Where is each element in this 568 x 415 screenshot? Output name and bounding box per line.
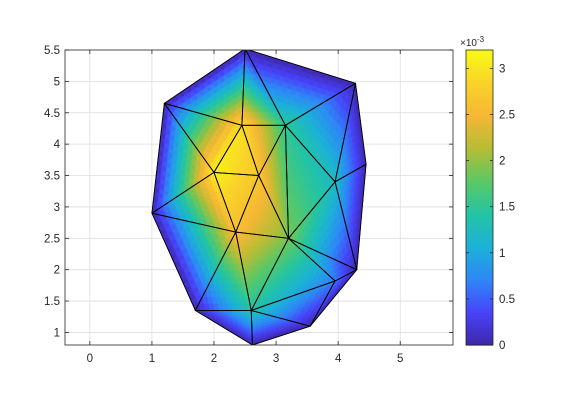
colorbar-tick-label: 3 xyxy=(499,63,505,75)
y-tick-label: 2 xyxy=(54,265,60,277)
mesh-element xyxy=(235,231,289,312)
mesh-element xyxy=(250,310,312,345)
y-tick-label: 3 xyxy=(54,202,60,214)
heatmap-surface xyxy=(151,50,367,345)
colorbar-tick-label: 1 xyxy=(499,248,505,260)
mesh-element xyxy=(245,50,357,126)
colorbar-tick-label: 1.5 xyxy=(499,202,515,214)
colorbar-exponent-label: ×10-3 xyxy=(460,35,485,49)
mesh-edge xyxy=(250,310,311,345)
y-tick-label: 3.5 xyxy=(44,171,60,183)
mesh-edge xyxy=(309,269,358,327)
mesh-element xyxy=(151,212,237,312)
x-tick-label: 2 xyxy=(211,353,217,365)
mesh-element xyxy=(194,231,252,312)
mesh-element xyxy=(194,309,254,345)
y-tick-label: 5.5 xyxy=(44,45,60,57)
mesh-edges xyxy=(151,50,367,345)
mesh-element xyxy=(334,163,367,270)
y-axis-ticks: 1 1.5 2 2.5 3 3.5 4 4.5 5 5.5 xyxy=(44,45,453,339)
x-tick-label: 4 xyxy=(335,353,342,365)
y-tick-label: 1 xyxy=(54,327,60,339)
mesh-element xyxy=(213,171,260,233)
mesh-element xyxy=(285,124,336,240)
colorbar-tick-label: 2 xyxy=(499,156,505,168)
axes-box xyxy=(64,49,454,346)
y-tick-label: 4 xyxy=(54,139,61,151)
colorbar-box xyxy=(465,49,494,346)
colorbar-gradient xyxy=(466,50,493,346)
mesh-element xyxy=(334,83,367,183)
x-tick-label: 1 xyxy=(149,353,155,365)
mesh-element xyxy=(151,171,237,233)
x-axis-ticks: 0 1 2 3 4 5 xyxy=(87,50,403,365)
x-tick-label: 0 xyxy=(87,353,93,365)
colorbar-tick-label: 2.5 xyxy=(499,110,515,122)
mesh-element xyxy=(288,181,358,271)
mesh-element xyxy=(151,102,215,214)
mesh-element xyxy=(241,50,286,127)
y-tick-label: 5 xyxy=(54,76,60,88)
mesh-element xyxy=(258,124,289,239)
colorbar-ticks: 0 0.5 1 1.5 2 2.5 3 xyxy=(466,63,515,352)
colorbar: 0 0.5 1 1.5 2 2.5 3 ×10-3 xyxy=(460,35,515,352)
mesh-element xyxy=(235,174,289,239)
mesh-edge xyxy=(334,163,367,271)
y-tick-label: 1.5 xyxy=(44,296,60,308)
y-tick-label: 2.5 xyxy=(44,233,60,245)
colorbar-tick-label: 0.5 xyxy=(499,294,515,306)
mesh-element xyxy=(163,50,246,126)
y-tick-label: 4.5 xyxy=(44,108,60,120)
x-tick-label: 5 xyxy=(397,353,403,365)
colorbar-tick-label: 0 xyxy=(499,340,505,352)
x-tick-label: 3 xyxy=(273,353,279,365)
